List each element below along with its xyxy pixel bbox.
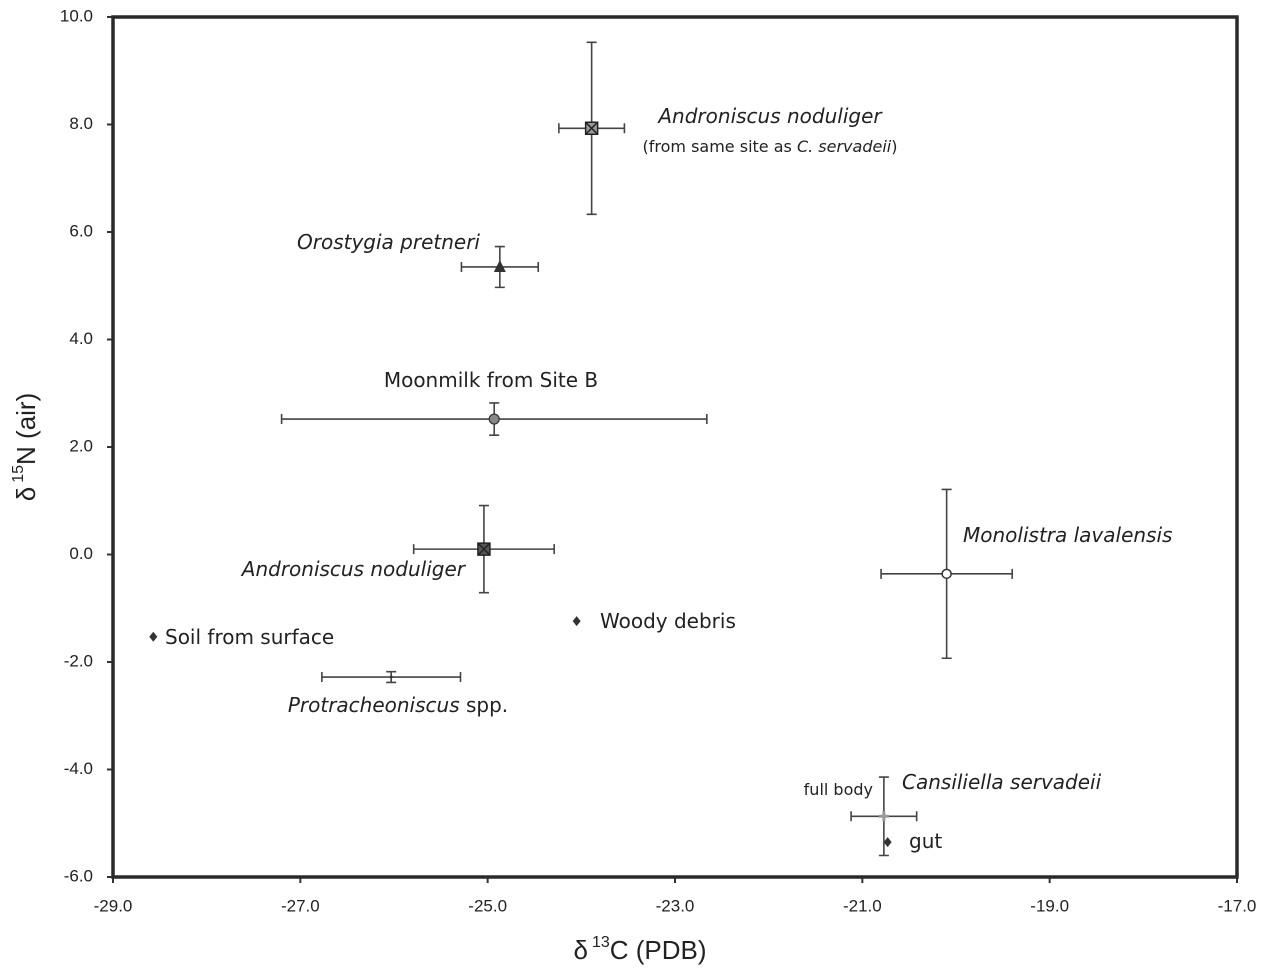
marker	[572, 616, 581, 627]
point-note-part: )	[891, 137, 897, 156]
marker	[488, 413, 500, 425]
x-label-rest: C (PDB)	[610, 935, 707, 965]
marker	[883, 837, 892, 848]
y-label-sup: 15	[10, 465, 27, 483]
y-tick-label: 8.0	[69, 114, 93, 133]
point-label: Moonmilk from Site B	[384, 368, 598, 392]
point-label-part: Androniscus noduliger	[240, 557, 467, 581]
x-axis-label: δ 13C (PDB)	[573, 934, 706, 965]
point-label: Monolistra lavalensis	[963, 523, 1172, 547]
point-label-part: Soil from surface	[165, 625, 334, 649]
marker-cross	[477, 542, 491, 556]
x-tick-label: -19.0	[1030, 896, 1069, 915]
point-label: Androniscus noduliger	[656, 104, 883, 128]
point-label-part: Orostygia pretneri	[297, 230, 480, 254]
plot-frame	[111, 15, 1239, 879]
y-tick-label: 10.0	[60, 6, 93, 25]
point-note-part: full body	[804, 780, 873, 799]
y-tick-label: 4.0	[69, 329, 93, 348]
y-tick-label: -4.0	[64, 759, 93, 778]
x-label-symbol: δ	[573, 935, 587, 965]
marker	[149, 631, 158, 642]
x-tick-label: -25.0	[468, 896, 507, 915]
y-label-symbol: δ	[11, 487, 41, 501]
x-tick-label: -23.0	[656, 896, 695, 915]
marker	[878, 811, 889, 822]
y-tick-label: 0.0	[69, 544, 93, 563]
y-tick-label: 2.0	[69, 436, 93, 455]
point-label: gut	[909, 829, 942, 853]
y-tick-label: 6.0	[69, 221, 93, 240]
point-label-part: Protracheoniscus	[288, 693, 460, 717]
y-axis-label: δ 15N (air)	[10, 393, 41, 502]
point-label: Orostygia pretneri	[297, 230, 480, 254]
point-label-part: Cansiliella servadeii	[902, 770, 1102, 794]
y-tick-label: -2.0	[64, 651, 93, 670]
y-tick-label: -6.0	[64, 866, 93, 885]
y-label-rest: N (air)	[11, 393, 41, 465]
x-tick-label: -17.0	[1218, 896, 1257, 915]
point-label-part: Monolistra lavalensis	[963, 523, 1172, 547]
marker	[389, 675, 393, 679]
marker-cross	[585, 121, 599, 135]
marker	[477, 542, 491, 556]
point-note-part: C. servadeii	[797, 137, 892, 156]
point-note-part: (from same site as	[643, 137, 797, 156]
marker	[493, 259, 506, 272]
x-label-sup: 13	[592, 934, 610, 951]
point-label: Androniscus noduliger	[240, 557, 467, 581]
point-label-part: gut	[909, 829, 942, 853]
marker	[941, 568, 952, 580]
point-label: Cansiliella servadeii	[902, 770, 1102, 794]
point-label: Protracheoniscus spp.	[288, 693, 508, 717]
point-label: Soil from surface	[165, 625, 334, 649]
point-label-part: Moonmilk from Site B	[384, 368, 598, 392]
point-label-part: Woody debris	[600, 609, 736, 633]
point-note: (from same site as C. servadeii)	[643, 137, 898, 156]
x-tick-label: -29.0	[94, 896, 133, 915]
x-tick-label: -27.0	[281, 896, 320, 915]
x-tick-label: -21.0	[843, 896, 882, 915]
point-label-part: Androniscus noduliger	[656, 104, 883, 128]
point-note: full body	[804, 780, 873, 799]
marker	[584, 121, 599, 136]
point-label: Woody debris	[600, 609, 736, 633]
point-label-part: spp.	[460, 693, 509, 717]
